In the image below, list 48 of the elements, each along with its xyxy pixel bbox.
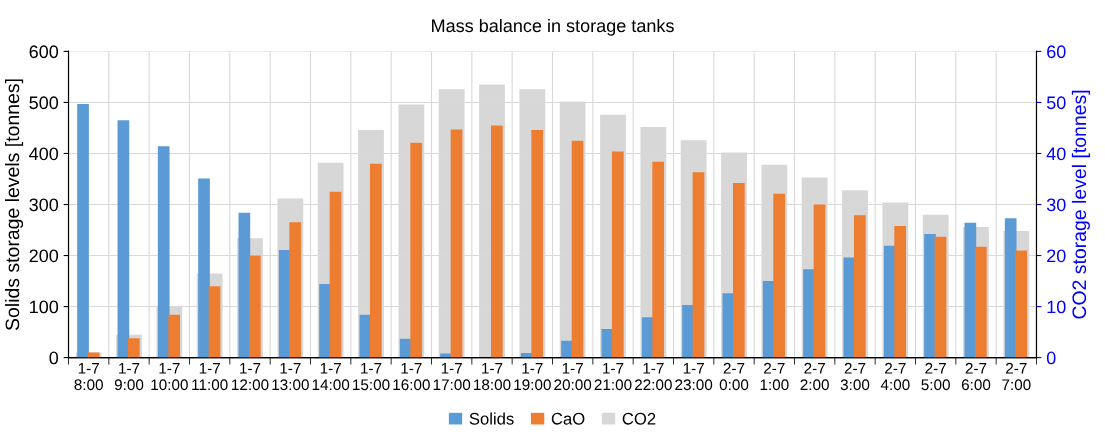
legend-label: CaO [551,412,585,425]
y-tick-label: 600 [29,45,59,59]
x-tick-label: 1-7 16:00 [393,363,430,391]
y2-tick-label: 0 [1046,351,1056,365]
x-tick-label: 2-7 4:00 [880,362,910,391]
bar [682,305,694,358]
y2-tick-label: 50 [1046,96,1066,110]
x-tick-label: 1-7 10:00 [151,363,188,391]
x-tick-label: 1-7 18:00 [474,363,511,391]
y-tick-label: 500 [29,96,59,110]
y2-axis-title: CO2 storage level [tonnes] [1071,90,1090,319]
x-tick-label: 1-7 17:00 [433,363,471,391]
x-tick-label: 1-7 13:00 [272,363,309,391]
x-tick-label: 1-7 15:00 [353,363,390,391]
chart-title: Mass balance in storage tanks [432,18,674,36]
x-tick-label: 1-7 8:00 [74,363,103,391]
x-tick-label: 1-7 9:00 [114,363,144,391]
y-tick-label: 400 [29,147,59,161]
x-tick-label: 2-7 3:00 [840,362,870,391]
y2-tick-label: 40 [1046,147,1066,161]
y-tick-label: 100 [30,300,59,314]
x-tick-label: 2-7 1:00 [760,362,789,391]
y2-tick-label: 30 [1046,198,1066,212]
bar [319,284,331,358]
x-tick-label: 1-7 12:00 [232,363,269,391]
x-tick-label: 2-7 6:00 [961,362,991,391]
y-axis-title: Solids storage levels [tonnes] [4,79,24,331]
legend-label: CO2 [622,412,656,425]
y2-tick-label: 20 [1047,249,1066,263]
legend-label: Solids [469,412,514,425]
y-tick-label: 0 [49,351,59,365]
x-tick-label: 1-7 11:00 [192,363,228,391]
x-tick-label: 1-7 23:00 [675,363,713,391]
x-tick-label: 1-7 19:00 [514,363,551,391]
x-tick-label: 2-7 5:00 [921,362,950,391]
y-tick-label: 200 [29,249,59,263]
y2-tick-label: 10 [1047,300,1066,314]
x-tick-label: 1-7 14:00 [312,363,350,391]
y-tick-label: 300 [29,198,59,212]
y2-tick-label: 60 [1047,45,1066,59]
bar [803,269,815,358]
x-tick-label: 1-7 22:00 [634,363,672,391]
x-tick-label: 1-7 21:00 [594,363,632,391]
x-tick-label: 1-7 20:00 [554,363,592,391]
x-tick-label: 2-7 2:00 [800,362,829,391]
x-tick-label: 2-7 7:00 [1002,362,1031,391]
bar [843,257,856,358]
x-tick-label: 2-7 0:00 [719,362,749,391]
